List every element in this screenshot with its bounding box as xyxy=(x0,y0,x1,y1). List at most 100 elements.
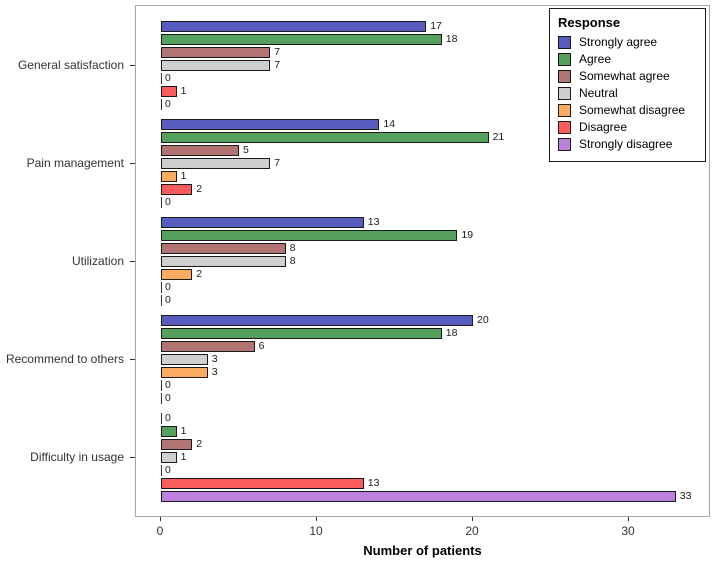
legend-box: Response Strongly agree Agree Somewhat agr… xyxy=(549,8,706,162)
bar-value-label: 7 xyxy=(274,46,281,58)
bar-value-label: 8 xyxy=(289,255,296,267)
bar xyxy=(161,380,162,391)
x-axis-tick xyxy=(628,517,629,521)
bar xyxy=(161,21,427,32)
bar-value-label: 5 xyxy=(243,144,249,156)
bar-value-label: 0 xyxy=(165,196,171,208)
bar xyxy=(161,393,162,404)
bar xyxy=(161,230,458,241)
legend-color-swatch xyxy=(558,137,571,151)
legend-color-swatch xyxy=(558,103,571,117)
legend-entry: Strongly disagree xyxy=(558,137,697,151)
bar-value-label: 19 xyxy=(461,229,474,241)
y-axis-category-label: Utilization xyxy=(71,253,124,268)
x-axis-tick-label: 10 xyxy=(309,524,323,538)
bar-value-label: 1 xyxy=(180,85,187,97)
y-axis-category-label: General satisfaction xyxy=(17,57,124,72)
bar xyxy=(161,158,271,169)
bar-value-label: 3 xyxy=(211,353,218,365)
bar-value-label: 17 xyxy=(430,20,442,32)
bar-value-label: 18 xyxy=(445,33,458,45)
legend-entry: Disagree xyxy=(558,120,697,134)
bar xyxy=(161,99,162,110)
legend-color-swatch xyxy=(558,86,571,100)
bar xyxy=(161,491,676,502)
y-axis-tick xyxy=(130,260,135,262)
legend-entry-label: Neutral xyxy=(579,86,618,100)
y-axis-category-label: Difficulty in usage xyxy=(30,449,124,464)
bar-value-label: 2 xyxy=(196,268,203,280)
bar-value-label: 14 xyxy=(383,118,396,130)
bar-value-label: 0 xyxy=(165,98,171,110)
bar xyxy=(161,315,473,326)
x-axis-tick-label: 0 xyxy=(156,524,164,538)
legend-entry-label: Somewhat disagree xyxy=(579,103,686,117)
legend-entry-label: Strongly agree xyxy=(579,35,658,49)
bar xyxy=(161,282,162,293)
bar-value-label: 0 xyxy=(165,281,171,293)
legend-color-swatch xyxy=(558,35,571,49)
bar xyxy=(161,184,193,195)
bar-value-label: 21 xyxy=(492,131,505,143)
x-axis-tick xyxy=(472,517,473,521)
y-axis-tick xyxy=(130,358,135,360)
bar-value-label: 13 xyxy=(367,216,380,228)
bar-value-label: 1 xyxy=(180,425,187,437)
legend-title: Response xyxy=(558,15,621,30)
x-axis-tick xyxy=(160,517,161,521)
bar-value-label: 0 xyxy=(165,464,171,476)
bar xyxy=(161,413,162,424)
bar-value-label: 0 xyxy=(165,412,171,424)
bar xyxy=(161,341,255,352)
bar xyxy=(161,60,271,71)
bar xyxy=(161,73,162,84)
bar xyxy=(161,354,208,365)
bar xyxy=(161,47,271,58)
x-axis-tick-label: 20 xyxy=(465,524,479,538)
bar-value-label: 8 xyxy=(289,242,296,254)
bar-value-label: 1 xyxy=(180,451,187,463)
bar xyxy=(161,132,489,143)
bar-value-label: 18 xyxy=(445,327,458,339)
bar-value-label: 0 xyxy=(165,294,171,306)
legend-entry: Somewhat agree xyxy=(558,69,697,83)
bar xyxy=(161,367,208,378)
legend-entry-label: Disagree xyxy=(579,120,628,134)
bar xyxy=(161,86,177,97)
bar xyxy=(161,119,380,130)
bar xyxy=(161,328,442,339)
bar-value-label: 6 xyxy=(258,340,265,352)
y-axis-category-label: Recommend to others xyxy=(5,351,124,366)
bar xyxy=(161,426,177,437)
x-axis-title: Number of patients xyxy=(363,543,482,558)
legend-color-swatch xyxy=(558,52,571,66)
legend-entry-label: Agree xyxy=(579,52,612,66)
legend-color-swatch xyxy=(558,120,571,134)
bar-value-label: 0 xyxy=(165,392,171,404)
legend-entry: Somewhat disagree xyxy=(558,103,697,117)
bar xyxy=(161,465,162,476)
y-axis-tick xyxy=(130,64,135,66)
bar-value-label: 3 xyxy=(211,366,218,378)
bar-value-label: 13 xyxy=(367,477,380,489)
legend-entries: Strongly agree Agree Somewhat agree Neutral… xyxy=(558,35,697,151)
bar xyxy=(161,145,239,156)
bar xyxy=(161,269,193,280)
bar-value-label: 0 xyxy=(165,72,171,84)
bar xyxy=(161,295,162,306)
legend-entry: Agree xyxy=(558,52,697,66)
y-axis-category-label: Pain management xyxy=(26,155,124,170)
bar xyxy=(161,478,364,489)
bar xyxy=(161,171,177,182)
bar-value-label: 2 xyxy=(196,438,203,450)
legend-entry: Strongly agree xyxy=(558,35,697,49)
bar xyxy=(161,256,286,267)
bar xyxy=(161,452,177,463)
bar-value-label: 7 xyxy=(274,59,281,71)
bar-value-label: 33 xyxy=(679,490,692,502)
bar xyxy=(161,197,162,208)
bar xyxy=(161,34,442,45)
legend-entry-label: Somewhat agree xyxy=(579,69,670,83)
y-axis-tick xyxy=(130,456,135,458)
bar-value-label: 2 xyxy=(196,183,203,195)
